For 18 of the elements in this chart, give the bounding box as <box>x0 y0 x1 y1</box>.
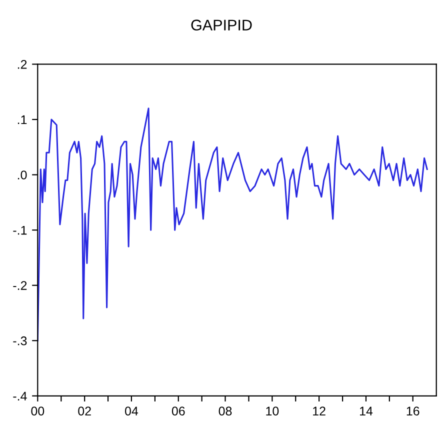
x-tick-label: 04 <box>124 406 138 416</box>
y-tick-label: .2 <box>18 60 27 69</box>
x-tick-label: 12 <box>313 406 326 416</box>
x-tick-label: 16 <box>406 406 420 416</box>
y-tick-label: -.4 <box>13 392 27 400</box>
chart-title: GAPIPID <box>191 20 252 30</box>
y-tick-label: -.3 <box>13 336 27 346</box>
x-tick-label: 14 <box>360 406 373 416</box>
x-tick-label: 06 <box>172 406 185 416</box>
y-tick-label: .0 <box>18 170 27 180</box>
y-tick-label: -.1 <box>13 226 27 235</box>
y-tick-label: .1 <box>18 115 27 124</box>
x-tick-label: 00 <box>31 406 44 416</box>
x-tick-label: 10 <box>266 406 279 416</box>
line-series <box>38 108 428 342</box>
x-tick-label: 08 <box>218 406 232 416</box>
x-tick-label: 02 <box>78 406 91 416</box>
y-tick-label: -.2 <box>13 281 27 290</box>
